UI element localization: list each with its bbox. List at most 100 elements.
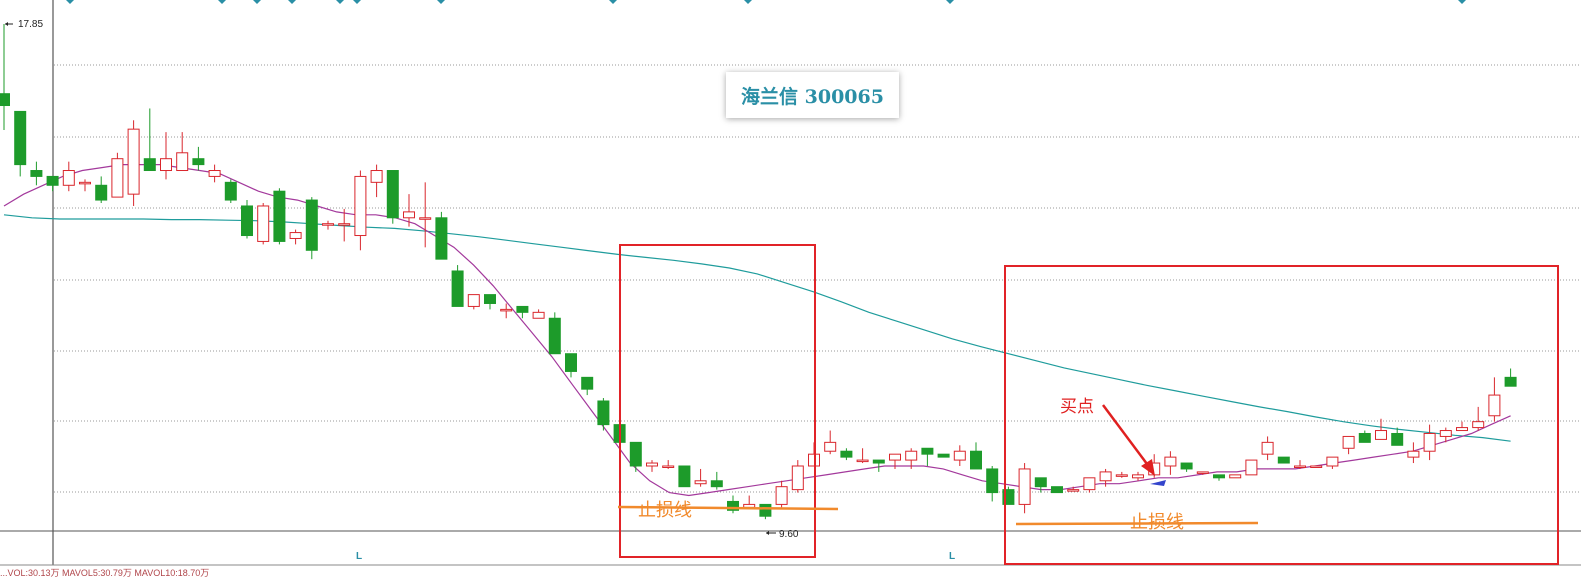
candle-body-16 <box>257 205 270 242</box>
candle-body-25 <box>403 211 415 219</box>
candle-body-29 <box>467 294 480 307</box>
candle-body-85 <box>1375 430 1387 440</box>
candle-30 <box>484 294 496 310</box>
ma-long-line <box>3 214 1511 442</box>
candle-body-68 <box>1099 471 1112 482</box>
top-marker-6 <box>437 0 445 4</box>
candle-44 <box>710 471 723 490</box>
stock-title: 海兰信 300065 <box>741 85 884 108</box>
candle-body-93 <box>1504 376 1517 387</box>
candle-body-70 <box>1132 474 1144 479</box>
candle-67 <box>1083 477 1096 493</box>
candle-body-5 <box>79 181 91 185</box>
candle-76 <box>1229 474 1242 479</box>
candle-body-42 <box>678 465 691 488</box>
candle-body-44 <box>710 480 723 488</box>
candle-body-73 <box>1180 462 1193 470</box>
candle-body-36 <box>581 376 594 390</box>
top-marker-2 <box>253 0 261 4</box>
candle-61 <box>986 465 999 502</box>
candle-72 <box>1164 451 1177 475</box>
candle-70 <box>1132 471 1144 481</box>
grid-lines <box>54 64 1581 493</box>
candle-body-63 <box>1018 468 1031 505</box>
candle-body-30 <box>484 294 496 304</box>
candle-26 <box>419 182 432 248</box>
low-price-label: 9.60 <box>779 529 799 540</box>
candle-body-20 <box>322 223 334 226</box>
candle-body-39 <box>629 441 642 467</box>
candle-body-74 <box>1196 471 1209 474</box>
candle-body-3 <box>46 175 59 186</box>
candle-22 <box>354 170 367 251</box>
candle-body-87 <box>1407 450 1420 458</box>
ma-short-line <box>3 164 1511 497</box>
candle-9 <box>143 108 156 172</box>
candle-6 <box>95 176 108 204</box>
candle-73 <box>1180 462 1193 472</box>
candle-body-40 <box>646 462 658 467</box>
buy-arrow-head <box>1141 459 1155 476</box>
candle-body-12 <box>192 158 205 166</box>
candle-69 <box>1115 471 1128 478</box>
candle-4 <box>62 161 75 192</box>
candle-68 <box>1099 468 1112 487</box>
candle-body-35 <box>565 353 577 372</box>
candle-body-47 <box>759 503 772 517</box>
candle-34 <box>548 312 561 355</box>
candle-5 <box>79 179 91 192</box>
candle-15 <box>241 200 253 239</box>
candle-74 <box>1196 471 1209 475</box>
candle-66 <box>1067 486 1080 492</box>
candle-body-11 <box>176 152 189 172</box>
candle-80 <box>1294 460 1306 469</box>
volume-legend: ...VOL:30.13万 MAVOL5:30.79万 MAVOL10:18.7… <box>0 568 209 578</box>
candle-93 <box>1504 368 1517 387</box>
buy-signal-mark <box>1150 480 1166 486</box>
highlight-box-2 <box>1004 265 1559 565</box>
candle-body-78 <box>1261 441 1274 455</box>
candle-11 <box>176 132 189 172</box>
candle-body-86 <box>1391 432 1404 446</box>
candle-33 <box>532 309 545 319</box>
candle-body-2 <box>30 170 43 177</box>
candle-body-65 <box>1051 486 1063 494</box>
candle-body-28 <box>451 270 464 307</box>
candle-body-59 <box>953 450 966 461</box>
candle-body-79 <box>1277 456 1290 464</box>
candle-83 <box>1342 435 1355 455</box>
candle-body-33 <box>532 311 545 319</box>
candle-43 <box>694 468 707 487</box>
high-arrow-head <box>5 22 8 26</box>
candle-59 <box>953 445 966 466</box>
top-marker-3 <box>288 0 296 4</box>
candle-2 <box>30 161 43 186</box>
candle-body-19 <box>305 199 318 251</box>
candle-body-91 <box>1472 421 1485 429</box>
candle-49 <box>791 460 804 493</box>
buy-point-label: 买点 <box>1060 397 1094 417</box>
candle-body-37 <box>597 400 610 426</box>
candle-0 <box>0 73 10 112</box>
candle-41 <box>662 460 675 469</box>
candle-28 <box>451 265 464 307</box>
candle-body-15 <box>241 205 253 237</box>
candle-body-80 <box>1294 465 1306 468</box>
candle-89 <box>1439 427 1452 443</box>
stock-title-box: 海兰信 300065 <box>726 72 899 118</box>
candle-body-62 <box>1002 489 1015 505</box>
x-marker-2: L <box>949 551 955 562</box>
top-marker-5 <box>353 0 361 4</box>
candle-32 <box>516 305 529 319</box>
candle-16 <box>257 203 270 245</box>
candle-55 <box>889 453 901 469</box>
candle-13 <box>208 164 221 183</box>
candle-62 <box>1002 486 1015 505</box>
candle-79 <box>1277 456 1290 464</box>
buy-arrow-shaft <box>1101 404 1152 469</box>
candle-body-6 <box>95 184 108 201</box>
candle-body-90 <box>1456 427 1468 432</box>
candle-18 <box>289 229 302 245</box>
candle-body-60 <box>970 450 982 470</box>
candle-37 <box>597 398 610 431</box>
